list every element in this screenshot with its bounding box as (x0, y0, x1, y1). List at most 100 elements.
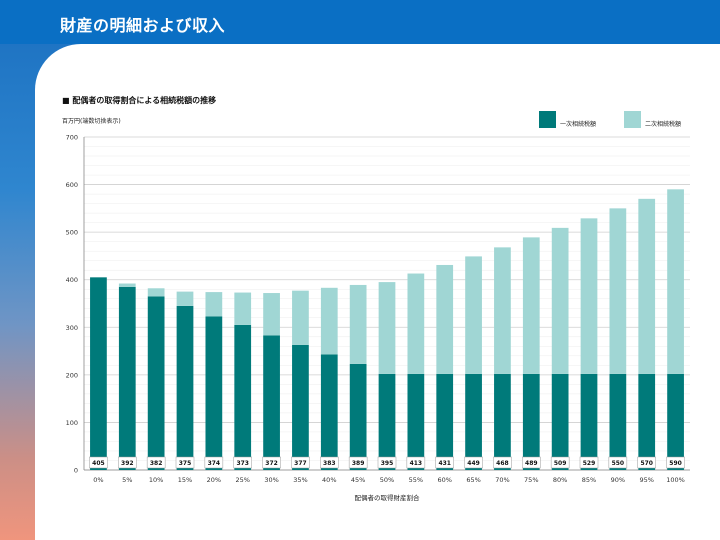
total-data-label: 509 (554, 460, 567, 467)
bar-primary-tax (494, 373, 511, 470)
bar-secondary-tax (118, 283, 136, 287)
x-tick-label: 80% (553, 476, 567, 484)
bar-secondary-tax (176, 291, 194, 306)
bar-secondary-tax (522, 237, 540, 374)
total-data-label: 489 (525, 460, 538, 467)
bar-primary-tax (320, 354, 338, 470)
x-tick-label: 10% (149, 476, 163, 484)
x-tick-label: 35% (293, 476, 307, 484)
bar-primary-tax (551, 373, 569, 470)
x-tick-label: 100% (666, 476, 685, 484)
total-label-box (146, 456, 166, 469)
bar-primary-tax (292, 344, 309, 470)
total-label-box (262, 456, 281, 469)
total-label-box (608, 456, 628, 469)
total-label-box (175, 456, 195, 469)
x-tick-label: 30% (264, 476, 278, 484)
total-label-box (406, 456, 426, 469)
y-tick-label: 700 (66, 134, 78, 142)
header-bar (0, 0, 720, 44)
total-label-box (435, 456, 454, 469)
bar-secondary-tax (580, 218, 598, 374)
legend-swatch-primary (539, 111, 556, 128)
total-label-box (550, 456, 570, 469)
bar-secondary-tax (609, 208, 627, 374)
total-label-box (522, 456, 541, 469)
total-data-label: 377 (294, 460, 307, 467)
x-tick-label: 25% (235, 476, 249, 484)
unit-label: 百万円(端数切捨表示) (62, 118, 121, 125)
bar-primary-tax (263, 335, 280, 470)
total-label-box (579, 456, 599, 469)
x-tick-label: 5% (122, 476, 132, 484)
bar-primary-tax (378, 373, 396, 470)
total-label-box (637, 456, 656, 469)
total-data-label: 383 (323, 460, 336, 467)
bar-secondary-tax (378, 282, 396, 374)
bar-primary-tax (147, 296, 165, 470)
y-tick-label: 300 (66, 324, 78, 332)
bar-secondary-tax (263, 293, 280, 336)
y-tick-label: 200 (66, 371, 78, 379)
x-tick-label: 20% (207, 476, 221, 484)
total-data-label: 590 (669, 460, 682, 467)
x-tick-label: 45% (351, 476, 365, 484)
bar-secondary-tax (320, 287, 338, 355)
total-label-box (320, 456, 339, 469)
bar-primary-tax (118, 286, 136, 470)
x-tick-label: 75% (524, 476, 538, 484)
total-data-label: 405 (92, 460, 105, 467)
y-tick-label: 100 (66, 419, 78, 427)
total-data-label: 392 (121, 460, 134, 467)
x-tick-label: 65% (466, 476, 480, 484)
bar-secondary-tax (638, 198, 656, 374)
bar-primary-tax (205, 316, 223, 470)
y-tick-label: 500 (66, 229, 78, 237)
x-tick-label: 70% (495, 476, 509, 484)
total-data-label: 389 (352, 460, 365, 467)
bar-primary-tax (522, 373, 540, 470)
bar-primary-tax (667, 373, 684, 470)
total-label-box (204, 456, 224, 469)
x-tick-label: 95% (639, 476, 653, 484)
bar-secondary-tax (234, 292, 252, 325)
total-label-box (291, 456, 310, 469)
total-data-label: 372 (265, 460, 278, 467)
x-axis-title: 配偶者の取得財産割合 (355, 493, 421, 502)
page-title: 財産の明細および収入 (60, 16, 226, 35)
total-label-box (464, 456, 483, 469)
x-tick-label: 40% (322, 476, 336, 484)
total-data-label: 468 (496, 460, 509, 467)
total-data-label: 570 (640, 460, 653, 467)
bar-primary-tax (465, 373, 482, 470)
total-label-box (377, 456, 397, 469)
bar-secondary-tax (349, 284, 367, 364)
bar-primary-tax (436, 373, 454, 470)
bar-secondary-tax (667, 189, 684, 374)
bar-secondary-tax (205, 292, 223, 317)
bar-primary-tax (176, 305, 194, 470)
chart-title: ■ 配偶者の取得割合による相続税額の推移 (62, 96, 217, 105)
bar-secondary-tax (407, 273, 425, 374)
x-tick-label: 50% (380, 476, 394, 484)
total-data-label: 449 (467, 460, 480, 467)
x-tick-label: 85% (582, 476, 596, 484)
total-data-label: 529 (583, 460, 596, 467)
total-data-label: 382 (150, 460, 163, 467)
total-data-label: 373 (236, 460, 249, 467)
bar-primary-tax (580, 373, 598, 470)
bar-primary-tax (349, 363, 367, 470)
x-tick-label: 0% (93, 476, 103, 484)
total-data-label: 413 (410, 460, 423, 467)
total-data-label: 550 (612, 460, 625, 467)
legend-label-primary: 一次相続税額 (560, 121, 597, 128)
legend-swatch-secondary (624, 111, 641, 128)
x-tick-label: 60% (437, 476, 451, 484)
total-label-box (666, 456, 685, 469)
bar-primary-tax (407, 373, 425, 470)
bar-secondary-tax (147, 288, 165, 297)
total-label-box (493, 456, 512, 469)
total-label-box (233, 456, 252, 469)
x-tick-label: 55% (409, 476, 423, 484)
x-tick-label: 15% (178, 476, 192, 484)
